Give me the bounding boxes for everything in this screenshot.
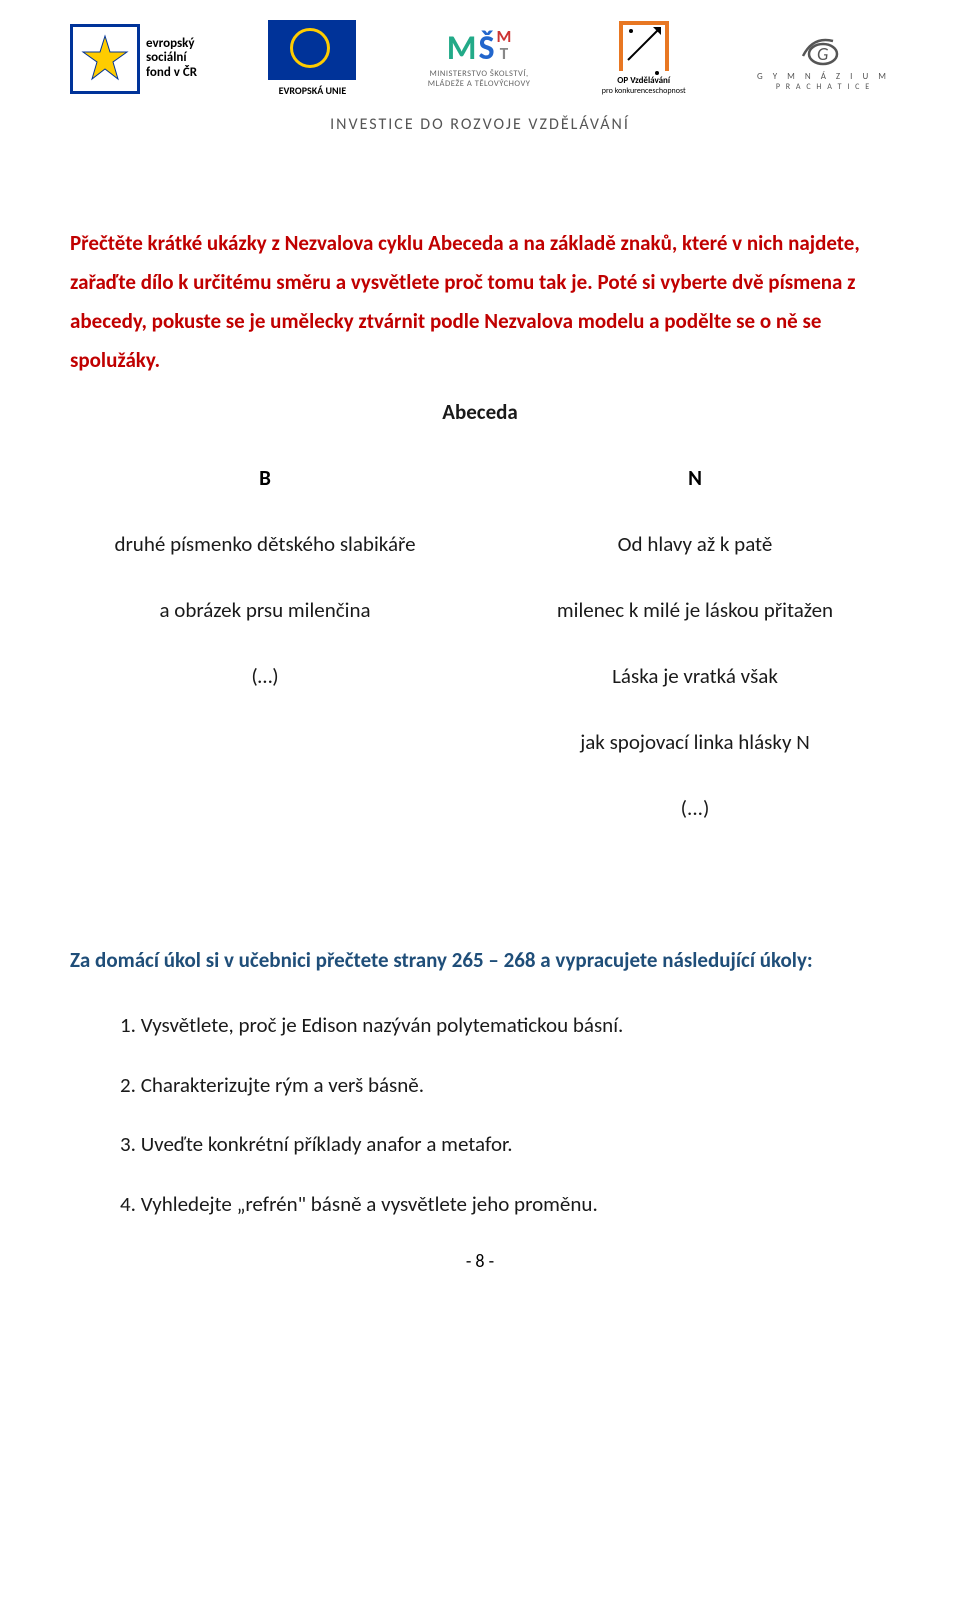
column-n-head: N: [500, 465, 890, 491]
esf-icon: [70, 24, 140, 94]
eu-logo: EVROPSKÁ UNIE: [268, 20, 356, 97]
msmt-line1: MINISTERSTVO ŠKOLSTVÍ,: [428, 69, 531, 79]
homework-list: 1. Vysvětlete, proč je Edison nazýván po…: [120, 1010, 890, 1220]
homework-paragraph: Za domácí úkol si v učebnici přečtete st…: [70, 941, 890, 980]
column-b-head: B: [70, 465, 460, 491]
gym-line1: G Y M N Á Z I U M: [757, 71, 890, 82]
esf-text: evropský sociální fond v ČR: [146, 37, 197, 80]
poem-line: druhé písmenko dětského slabikáře: [70, 531, 460, 557]
document-page: evropský sociální fond v ČR EVROPSKÁ UNI…: [0, 0, 960, 1312]
svg-text:G: G: [817, 43, 829, 65]
star-ring-icon: [290, 28, 330, 68]
esf-logo: evropský sociální fond v ČR: [70, 24, 197, 94]
poem-line: (…): [70, 663, 460, 689]
op-line1: OP Vzdělávání: [602, 75, 686, 86]
op-line2: pro konkurenceschopnost: [602, 86, 686, 96]
page-number: - 8 -: [70, 1250, 890, 1272]
list-item: 1. Vysvětlete, proč je Edison nazýván po…: [120, 1010, 890, 1042]
eu-label: EVROPSKÁ UNIE: [279, 84, 347, 97]
instruction-paragraph: Přečtěte krátké ukázky z Nezvalova cyklu…: [70, 224, 890, 379]
tagline: INVESTICE DO ROZVOJE VZDĚLÁVÁNÍ: [70, 115, 890, 134]
gym-icon: G: [793, 26, 853, 66]
list-item: 2. Charakterizujte rým a verš básně.: [120, 1070, 890, 1102]
arrow-icon: [623, 25, 665, 67]
poem-line: a obrázek prsu milenčina: [70, 597, 460, 623]
poem-line: (...): [500, 795, 890, 821]
eu-flag-icon: [268, 20, 356, 80]
poem-columns: B druhé písmenko dětského slabikáře a ob…: [70, 465, 890, 861]
msmt-logo: M Š M T MINISTERSTVO ŠKOLSTVÍ, MLÁDEŽE A…: [428, 28, 531, 89]
poem-line: jak spojovací linka hlásky N: [500, 729, 890, 755]
star-icon: [80, 34, 130, 84]
gym-line2: P R A C H A T I C E: [757, 82, 890, 92]
logo-header-row: evropský sociální fond v ČR EVROPSKÁ UNI…: [70, 20, 890, 97]
msmt-logo-text: M Š M T: [428, 28, 531, 69]
poem-title: Abeceda: [70, 399, 890, 425]
poem-line: Láska je vratká však: [500, 663, 890, 689]
msmt-line2: MLÁDEŽE A TĚLOVÝCHOVY: [428, 79, 531, 89]
column-n: N Od hlavy až k patě milenec k milé je l…: [500, 465, 890, 861]
list-item: 3. Uveďte konkrétní příklady anafor a me…: [120, 1129, 890, 1161]
poem-line: Od hlavy až k patě: [500, 531, 890, 557]
op-icon: [619, 21, 669, 71]
list-item: 4. Vyhledejte „refrén" básně a vysvětlet…: [120, 1189, 890, 1221]
gymnasium-logo: G G Y M N Á Z I U M P R A C H A T I C E: [757, 26, 890, 92]
op-logo: OP Vzdělávání pro konkurenceschopnost: [602, 21, 686, 96]
poem-line: milenec k milé je láskou přitažen: [500, 597, 890, 623]
column-b: B druhé písmenko dětského slabikáře a ob…: [70, 465, 460, 861]
